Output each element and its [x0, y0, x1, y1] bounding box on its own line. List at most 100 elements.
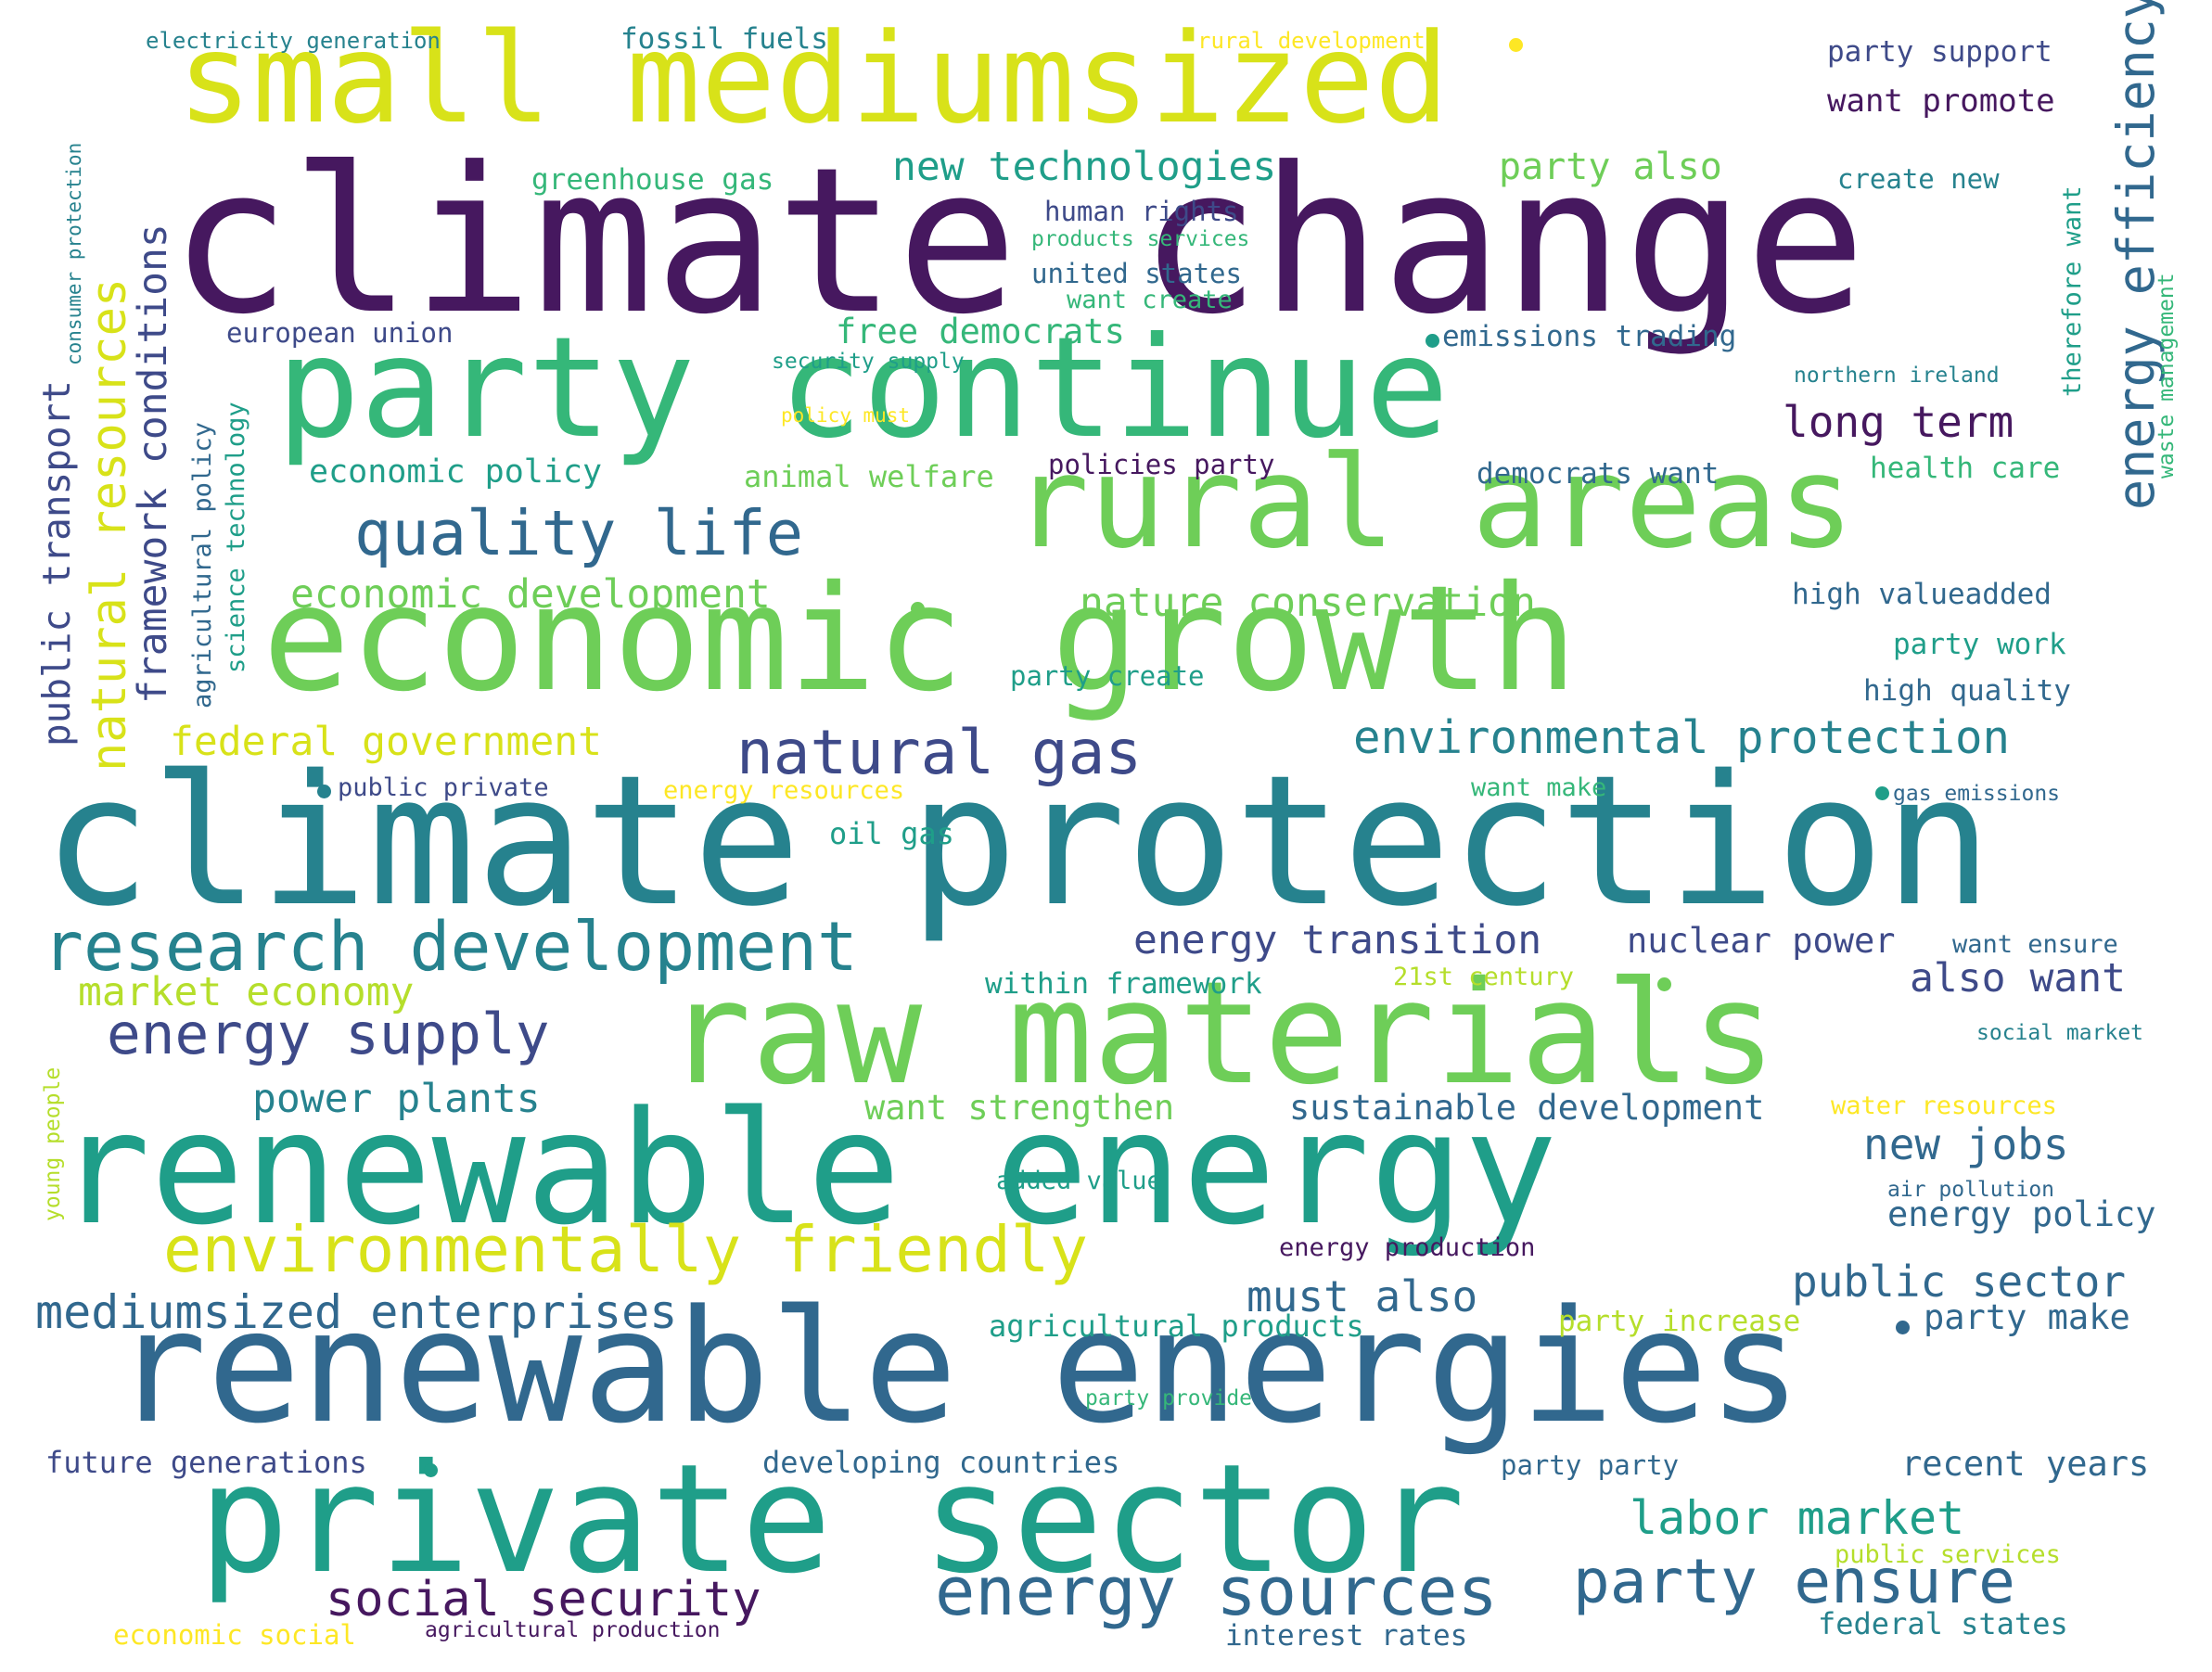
cloud-word-agricultural-products: agricultural products: [989, 1308, 1364, 1344]
cloud-word-energy-resources: energy resources: [663, 776, 905, 805]
cloud-word-want-promote: want promote: [1827, 83, 2055, 120]
cloud-word-economic-social: economic social: [113, 1619, 356, 1651]
cloud-word-market-economy: market economy: [78, 969, 415, 1015]
cloud-word-want-ensure: want ensure: [1952, 930, 2118, 959]
cloud-word-added-value: added value: [996, 1167, 1162, 1195]
cloud-word-gas-emissions: gas emissions: [1893, 782, 2061, 806]
cloud-word-renewable-energy: renewable energy: [57, 1078, 1558, 1259]
cloud-word-consumer-protection: consumer protection: [63, 142, 85, 365]
cloud-word-party-create: party create: [1010, 660, 1205, 692]
cloud-word-renewable-energies: renewable energies: [113, 1276, 1802, 1458]
cloud-word-young-people: young people: [41, 1066, 65, 1221]
cloud-word-health-care: health care: [1870, 452, 2061, 485]
cloud-word-emissions-trading: emissions trading: [1442, 320, 1737, 353]
cloud-word-economic-development: economic development: [290, 571, 771, 618]
cloud-word-long-term: long term: [1783, 397, 2014, 447]
cloud-word-public-services: public services: [1835, 1540, 2061, 1569]
cloud-word-natural-resources: natural resources: [82, 277, 137, 772]
cloud-dot: [1896, 1321, 1910, 1334]
cloud-word-democrats-want: democrats want: [1477, 457, 1720, 491]
cloud-dot: [1509, 38, 1523, 52]
cloud-word-policy-must: policy must: [781, 404, 911, 427]
cloud-dot: [1657, 977, 1671, 991]
cloud-word-raw-materials: raw materials: [666, 951, 1777, 1117]
cloud-word-agricultural-production: agricultural production: [425, 1618, 721, 1642]
cloud-word-framework-conditions: framework conditions: [130, 223, 176, 704]
cloud-word-power-plants: power plants: [252, 1076, 541, 1122]
cloud-word-future-generations: future generations: [45, 1445, 367, 1480]
cloud-word-party-continue: party continue: [276, 308, 1450, 469]
cloud-word-sustainable-development: sustainable development: [1289, 1088, 1765, 1128]
cloud-word-animal-welfare: animal welfare: [744, 459, 994, 494]
cloud-word-quality-life: quality life: [354, 497, 804, 569]
cloud-word-economic-policy: economic policy: [309, 453, 603, 491]
cloud-word-want-create: want create: [1067, 286, 1233, 314]
cloud-word-labor-market: labor market: [1630, 1491, 1965, 1545]
cloud-word-public-sector: public sector: [1792, 1257, 2127, 1307]
cloud-word-fossil-fuels: fossil fuels: [620, 22, 828, 56]
cloud-word-public-private: public private: [338, 773, 549, 802]
cloud-dot: [911, 602, 925, 616]
cloud-word-agricultural-policy: agricultural policy: [188, 422, 217, 708]
cloud-word-climate-change: climate change: [170, 125, 1867, 359]
cloud-dot: [1426, 334, 1439, 348]
cloud-word-high-valueadded: high valueadded: [1792, 578, 2052, 611]
cloud-word-water-resources: water resources: [1831, 1091, 2057, 1120]
cloud-word-energy-supply: energy supply: [107, 1002, 550, 1067]
cloud-word-energy-sources: energy sources: [935, 1552, 1498, 1630]
cloud-word-nuclear-power: nuclear power: [1627, 921, 1896, 961]
cloud-word-want-make: want make: [1471, 773, 1607, 802]
cloud-word-party-party: party party: [1501, 1449, 1680, 1481]
cloud-word-energy-policy: energy policy: [1887, 1194, 2156, 1234]
cloud-word-public-transport: public transport: [34, 380, 79, 747]
cloud-word-also-want: also want: [1910, 955, 2126, 1002]
cloud-word-rural-areas: rural areas: [1013, 429, 1855, 577]
cloud-word-party-also: party also: [1499, 146, 1722, 188]
cloud-word-developing-countries: developing countries: [762, 1445, 1120, 1480]
cloud-word-electricity-generation: electricity generation: [146, 28, 441, 54]
cloud-word-create-new: create new: [1837, 163, 2000, 195]
cloud-word-climate-protection: climate protection: [43, 736, 1993, 946]
cloud-word-environmental-protection: environmental protection: [1353, 711, 2011, 764]
cloud-word-social-market: social market: [1976, 1021, 2144, 1045]
cloud-word-small-mediumsized: small mediumsized: [177, 6, 1450, 151]
cloud-word-products-services: products services: [1031, 227, 1250, 251]
cloud-word-recent-years: recent years: [1901, 1444, 2150, 1484]
cloud-word-must-also: must also: [1247, 1271, 1478, 1321]
cloud-word-party-work: party work: [1893, 628, 2066, 661]
cloud-word-environmentally-friendly: environmentally friendly: [163, 1213, 1088, 1287]
cloud-word-oil-gas: oil gas: [829, 816, 954, 851]
cloud-word-economic-growth: economic growth: [262, 555, 1578, 724]
cloud-word-waste-management: waste management: [2154, 273, 2179, 479]
cloud-word-new-jobs: new jobs: [1863, 1119, 2069, 1169]
cloud-word-european-union: european union: [226, 317, 454, 349]
cloud-word-therefore-want: therefore want: [2058, 185, 2087, 397]
cloud-dot: [317, 785, 331, 798]
cloud-word-northern-ireland: northern ireland: [1794, 364, 2000, 388]
cloud-word-energy-production: energy production: [1279, 1233, 1536, 1262]
cloud-word-free-democrats: free democrats: [836, 312, 1125, 351]
cloud-word-air-pollution: air pollution: [1887, 1178, 2055, 1202]
cloud-word-human-rights: human rights: [1044, 196, 1239, 227]
cloud-word-united-states: united states: [1031, 258, 1242, 289]
cloud-word-want-strengthen: want strengthen: [864, 1088, 1175, 1128]
cloud-word-private-sector: private sector: [198, 1433, 1465, 1607]
cloud-word-new-technologies: new technologies: [892, 144, 1277, 190]
cloud-word-interest-rates: interest rates: [1225, 1619, 1468, 1653]
cloud-word-party-make: party make: [1924, 1297, 2130, 1337]
cloud-word-party-increase: party increase: [1558, 1305, 1801, 1338]
cloud-word-research-development: research development: [43, 908, 858, 987]
cloud-word-security-supply: security supply: [772, 350, 965, 374]
cloud-word-energy-transition: energy transition: [1133, 917, 1542, 964]
cloud-word-high-quality: high quality: [1863, 674, 2071, 708]
cloud-word-natural-gas: natural gas: [736, 717, 1143, 788]
cloud-word-nature-conservation: nature conservation: [1080, 580, 1536, 626]
cloud-dot: [424, 1463, 438, 1477]
cloud-word-federal-states: federal states: [1818, 1606, 2068, 1641]
cloud-word-party-support: party support: [1827, 35, 2052, 69]
cloud-word-21st-century: 21st century: [1393, 963, 1575, 991]
cloud-word-party-provide: party provide: [1085, 1386, 1253, 1410]
cloud-word-mediumsized-enterprises: mediumsized enterprises: [35, 1285, 678, 1339]
cloud-word-rural-development: rural development: [1197, 28, 1426, 54]
